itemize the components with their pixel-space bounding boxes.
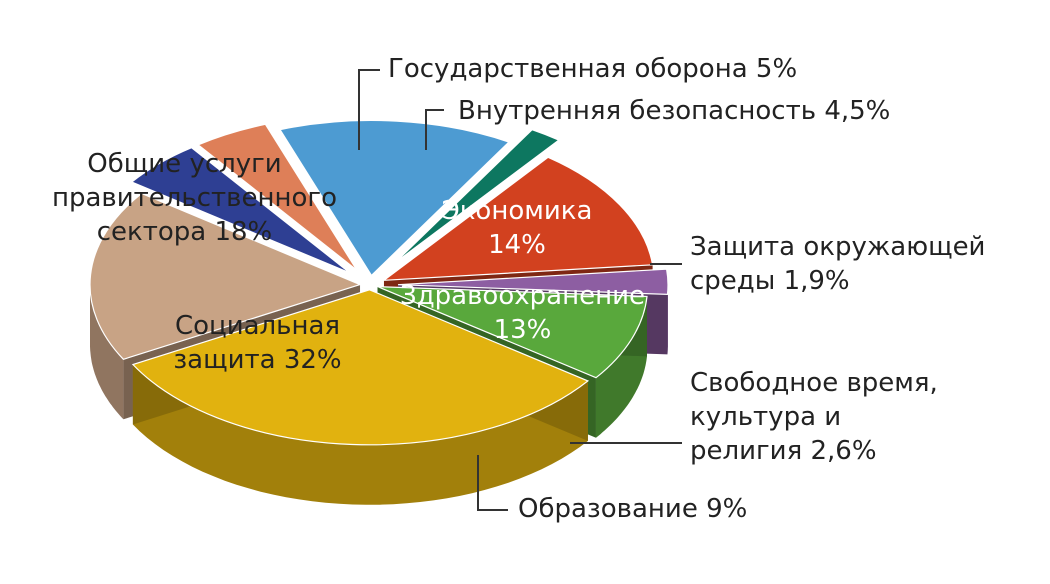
slice-образование-side (596, 296, 647, 438)
slice-защита-top (394, 129, 560, 264)
slice-здравоохранение-top (382, 156, 654, 282)
label-general-services: Общие услуги правительственного сектора … (52, 149, 337, 247)
leader-education (477, 455, 508, 511)
slice-внутренняя-top (197, 123, 358, 271)
slice-свободное-top (397, 268, 669, 296)
label-defense: Государственная оборона 5% (388, 54, 798, 84)
slice-социальная-side (132, 364, 588, 505)
slice-общие-side (90, 284, 124, 420)
label-leisure: Свободное время, культура и религия 2,6% (690, 368, 938, 466)
label-internal-security: Внутренняя безопасность 4,5% (458, 96, 891, 126)
label-education: Образование 9% (518, 494, 748, 524)
slice-образование-top (377, 286, 648, 379)
leader-defense (358, 69, 380, 150)
label-social: Социальная защита 32% (173, 311, 342, 375)
label-environment: Защита окружающей среды 1,9% (690, 232, 986, 296)
label-economy: Экономика 14% (441, 196, 593, 260)
label-healthcare: Здравоохранение 13% (400, 281, 645, 345)
leader-internal-security (425, 109, 444, 150)
slice-общие-top (89, 192, 362, 360)
slice-социальная-top (131, 289, 590, 446)
slice-экономика-top (279, 119, 511, 277)
slice-свободное-side (667, 284, 668, 355)
slice-государственная-top (130, 147, 351, 274)
